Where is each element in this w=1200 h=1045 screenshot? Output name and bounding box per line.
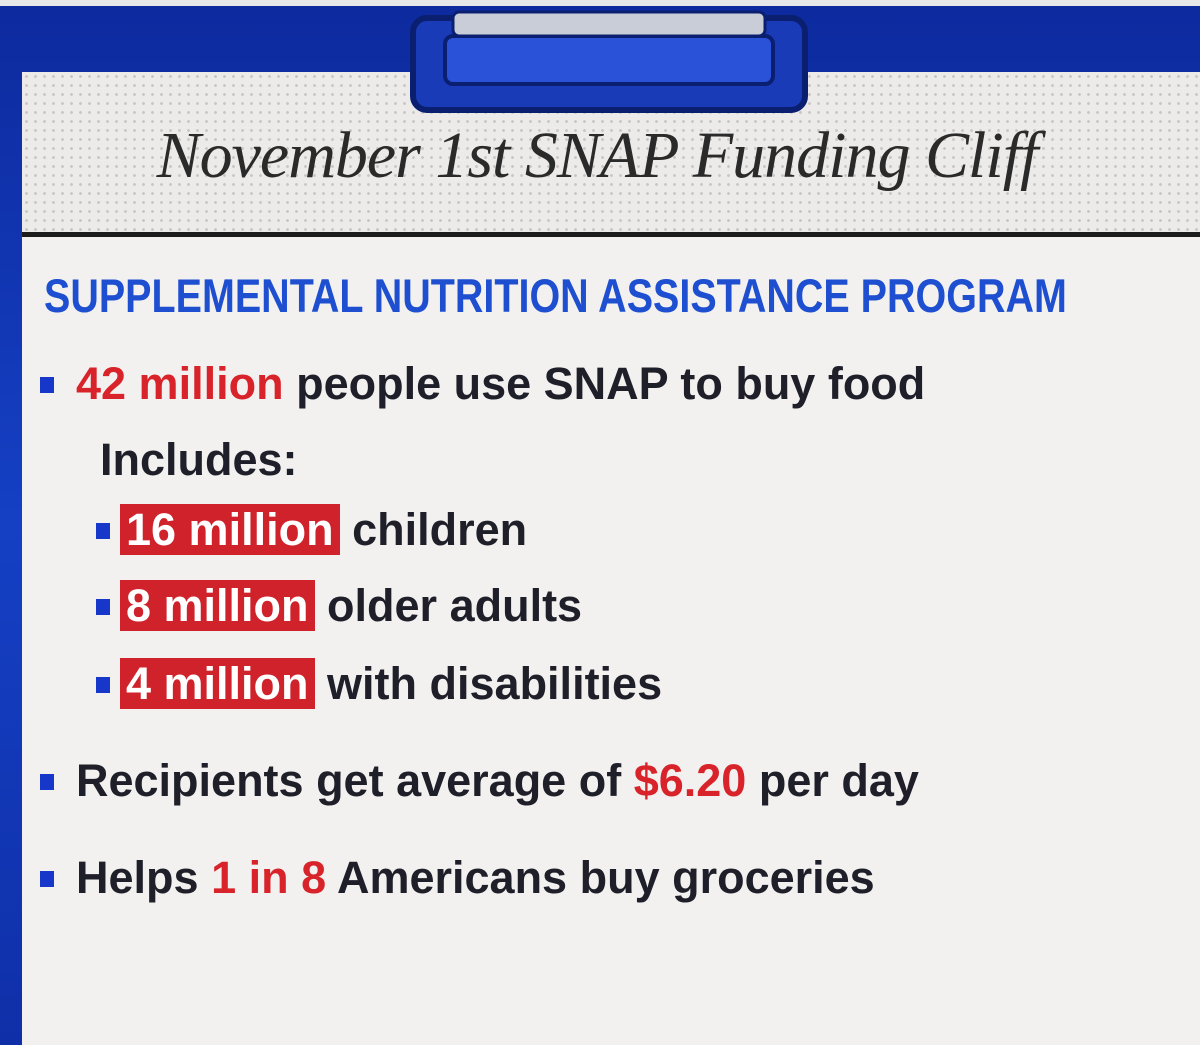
bullet-icon	[96, 523, 110, 539]
sub-bullet: 16 million children	[96, 504, 527, 556]
highlight: 16 million	[120, 504, 340, 555]
bullet-icon	[40, 774, 54, 790]
subtitle: SUPPLEMENTAL NUTRITION ASSISTANCE PROGRA…	[44, 269, 1067, 322]
clip-slot	[443, 34, 775, 86]
bullet-icon	[96, 677, 110, 693]
clipboard-card: November 1st SNAP Funding Cliff SUPPLEME…	[22, 72, 1200, 1045]
bullet: 42 million people use SNAP to buy food	[40, 358, 925, 410]
divider	[22, 232, 1200, 237]
bullet: Helps 1 in 8 Americans buy groceries	[40, 852, 875, 904]
bullet: Recipients get average of $6.20 per day	[40, 755, 919, 807]
highlight: 42 million	[76, 358, 284, 409]
bullet-text: with disabilities	[327, 658, 663, 709]
clipboard-clip	[410, 10, 808, 113]
bullet-text: Recipients get average of	[76, 755, 622, 806]
bullet-text: Americans buy groceries	[336, 852, 875, 903]
bullet-text: children	[352, 504, 528, 555]
bullet-text: per day	[758, 755, 919, 806]
bullet-text: Helps	[76, 852, 199, 903]
bullet-icon	[40, 871, 54, 887]
bullet-text: people use SNAP to buy food	[296, 358, 926, 409]
top-bar	[0, 0, 1200, 6]
bullet-text: older adults	[327, 580, 583, 631]
sub-bullet: 8 million older adults	[96, 580, 582, 632]
sub-bullet: 4 million with disabilities	[96, 658, 662, 710]
highlight: 4 million	[120, 658, 315, 709]
clip-top	[451, 10, 767, 38]
highlight: 8 million	[120, 580, 315, 631]
bullet-icon	[96, 599, 110, 615]
includes-label: Includes:	[100, 434, 298, 485]
bullet-icon	[40, 377, 54, 393]
title: November 1st SNAP Funding Cliff	[156, 119, 1039, 192]
highlight: 1 in 8	[211, 852, 327, 903]
highlight: $6.20	[633, 755, 747, 806]
